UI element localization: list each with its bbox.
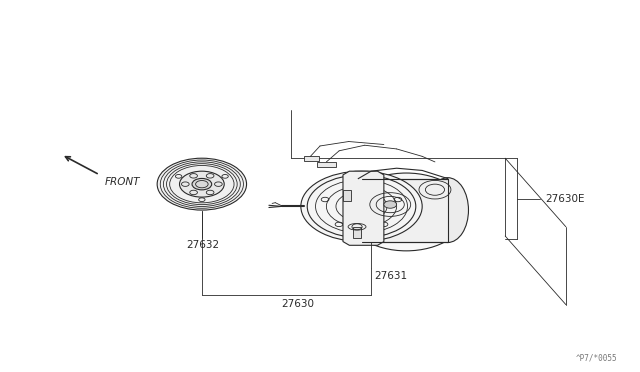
Text: 27631: 27631 [374, 271, 408, 281]
Circle shape [192, 179, 212, 190]
Ellipse shape [346, 173, 467, 251]
Polygon shape [362, 179, 448, 241]
Polygon shape [343, 171, 384, 245]
Polygon shape [343, 190, 351, 201]
Circle shape [157, 158, 246, 210]
Text: 27630E: 27630E [545, 193, 584, 203]
Text: 27630: 27630 [282, 299, 315, 309]
Text: ^P7/*0055: ^P7/*0055 [575, 353, 617, 362]
Polygon shape [317, 162, 336, 167]
Circle shape [301, 171, 422, 241]
Ellipse shape [427, 178, 468, 243]
Text: 27632: 27632 [186, 240, 219, 250]
Polygon shape [304, 156, 319, 161]
Circle shape [179, 171, 224, 197]
Circle shape [384, 201, 397, 208]
Polygon shape [353, 227, 361, 238]
Text: FRONT: FRONT [105, 177, 140, 187]
